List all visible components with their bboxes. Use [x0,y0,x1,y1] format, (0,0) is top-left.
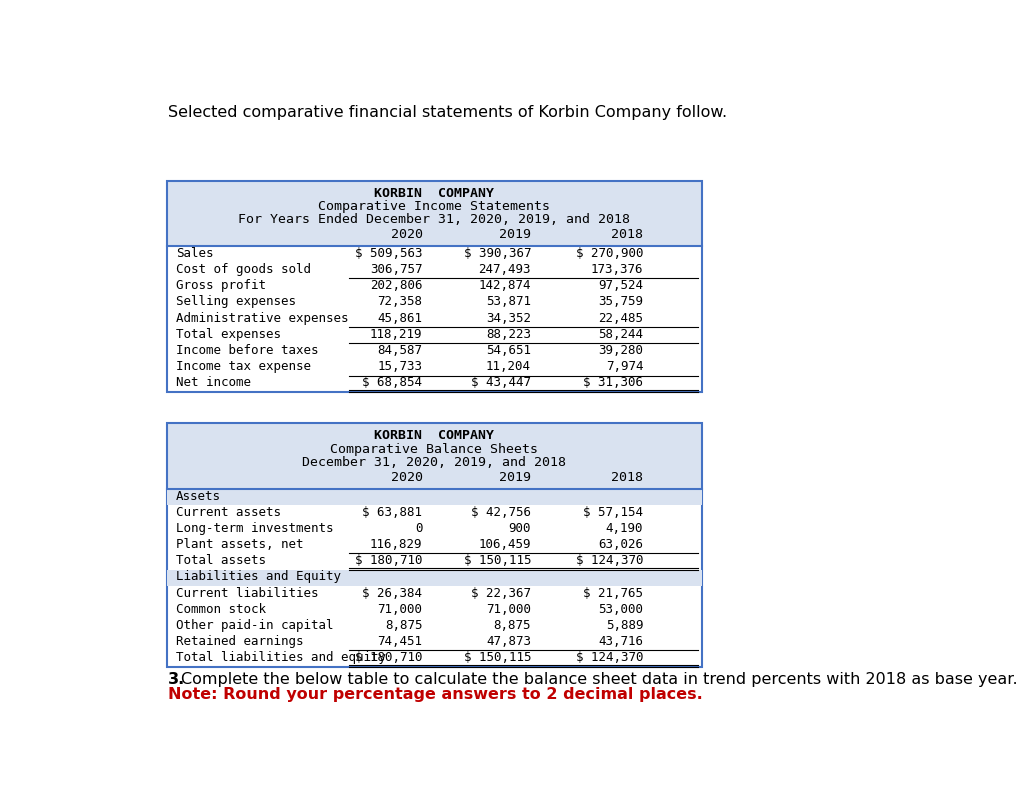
Text: Administrative expenses: Administrative expenses [176,312,348,325]
Text: 142,874: 142,874 [478,279,531,292]
Text: 71,000: 71,000 [378,602,423,616]
Text: $ 21,765: $ 21,765 [584,586,643,599]
Text: KORBIN  COMPANY: KORBIN COMPANY [374,187,495,200]
Text: 54,651: 54,651 [486,344,531,357]
Text: 5,889: 5,889 [606,619,643,632]
Text: 173,376: 173,376 [591,263,643,276]
Bar [167,570,701,586]
Text: $ 390,367: $ 390,367 [464,247,531,260]
Text: For Years Ended December 31, 2020, 2019, and 2018: For Years Ended December 31, 2020, 2019,… [239,213,630,226]
Text: 247,493: 247,493 [478,263,531,276]
Text: 106,459: 106,459 [478,538,531,551]
Text: Income before taxes: Income before taxes [176,344,318,357]
Text: 116,829: 116,829 [370,538,423,551]
Text: 2019: 2019 [499,471,531,484]
Text: Current liabilities: Current liabilities [176,586,318,599]
Text: 53,000: 53,000 [598,602,643,616]
Text: 0: 0 [415,522,423,535]
Text: $ 180,710: $ 180,710 [355,554,423,567]
Text: 306,757: 306,757 [370,263,423,276]
Text: 63,026: 63,026 [598,538,643,551]
Text: Net income: Net income [176,376,251,390]
Text: December 31, 2020, 2019, and 2018: December 31, 2020, 2019, and 2018 [302,455,566,469]
Text: 97,524: 97,524 [598,279,643,292]
Text: 88,223: 88,223 [486,328,531,341]
Text: 71,000: 71,000 [486,602,531,616]
Text: Total liabilities and equity: Total liabilities and equity [176,651,386,664]
Text: 39,280: 39,280 [598,344,643,357]
Text: $ 270,900: $ 270,900 [575,247,643,260]
Text: $ 42,756: $ 42,756 [471,506,531,518]
Text: 47,873: 47,873 [486,635,531,648]
Text: Income tax expense: Income tax expense [176,360,311,373]
Text: $ 150,115: $ 150,115 [464,651,531,664]
Text: 8,875: 8,875 [385,619,423,632]
Bar [167,423,701,666]
Bar [167,489,701,666]
Text: 2020: 2020 [390,471,423,484]
Text: 4,190: 4,190 [606,522,643,535]
Text: Total assets: Total assets [176,554,266,567]
Text: Common stock: Common stock [176,602,266,616]
Text: 3.: 3. [168,672,185,687]
Text: Liabilities and Equity: Liabilities and Equity [176,570,341,583]
Text: 35,759: 35,759 [598,295,643,309]
Text: 84,587: 84,587 [378,344,423,357]
Text: $ 150,115: $ 150,115 [464,554,531,567]
Text: 74,451: 74,451 [378,635,423,648]
Text: 900: 900 [509,522,531,535]
Text: Total expenses: Total expenses [176,328,281,341]
Text: $ 124,370: $ 124,370 [575,651,643,664]
Text: $ 509,563: $ 509,563 [355,247,423,260]
Text: Selling expenses: Selling expenses [176,295,296,309]
Bar [167,246,701,392]
Text: Cost of goods sold: Cost of goods sold [176,263,311,276]
Text: $ 68,854: $ 68,854 [362,376,423,390]
Bar [167,489,701,505]
Text: Complete the below table to calculate the balance sheet data in trend percents w: Complete the below table to calculate th… [180,672,1017,687]
Text: 34,352: 34,352 [486,312,531,325]
Text: 2018: 2018 [611,229,643,242]
Text: $ 43,447: $ 43,447 [471,376,531,390]
Text: 8,875: 8,875 [494,619,531,632]
Text: $ 26,384: $ 26,384 [362,586,423,599]
Text: Long-term investments: Long-term investments [176,522,334,535]
Text: 11,204: 11,204 [486,360,531,373]
Text: Comparative Income Statements: Comparative Income Statements [318,200,550,213]
Text: KORBIN  COMPANY: KORBIN COMPANY [374,430,495,442]
Text: Plant assets, net: Plant assets, net [176,538,303,551]
Text: $ 22,367: $ 22,367 [471,586,531,599]
Text: 72,358: 72,358 [378,295,423,309]
Text: Comparative Balance Sheets: Comparative Balance Sheets [330,442,539,455]
Text: $ 57,154: $ 57,154 [584,506,643,518]
Text: $ 31,306: $ 31,306 [584,376,643,390]
Text: 202,806: 202,806 [370,279,423,292]
Text: Current assets: Current assets [176,506,281,518]
Bar [167,423,701,666]
Text: 2020: 2020 [390,229,423,242]
Text: 53,871: 53,871 [486,295,531,309]
Text: Other paid-in capital: Other paid-in capital [176,619,334,632]
Bar [167,181,701,392]
Text: Retained earnings: Retained earnings [176,635,303,648]
Text: 2019: 2019 [499,229,531,242]
Text: Note: Round your percentage answers to 2 decimal places.: Note: Round your percentage answers to 2… [168,687,703,702]
Text: 2018: 2018 [611,471,643,484]
Text: Assets: Assets [176,490,221,502]
Text: 7,974: 7,974 [606,360,643,373]
Bar [167,181,701,392]
Text: 118,219: 118,219 [370,328,423,341]
Text: 58,244: 58,244 [598,328,643,341]
Text: $ 63,881: $ 63,881 [362,506,423,518]
Text: $ 124,370: $ 124,370 [575,554,643,567]
Text: 15,733: 15,733 [378,360,423,373]
Text: Sales: Sales [176,247,214,260]
Text: 43,716: 43,716 [598,635,643,648]
Text: 22,485: 22,485 [598,312,643,325]
Text: Gross profit: Gross profit [176,279,266,292]
Text: Selected comparative financial statements of Korbin Company follow.: Selected comparative financial statement… [168,106,727,120]
Text: $ 180,710: $ 180,710 [355,651,423,664]
Text: 45,861: 45,861 [378,312,423,325]
